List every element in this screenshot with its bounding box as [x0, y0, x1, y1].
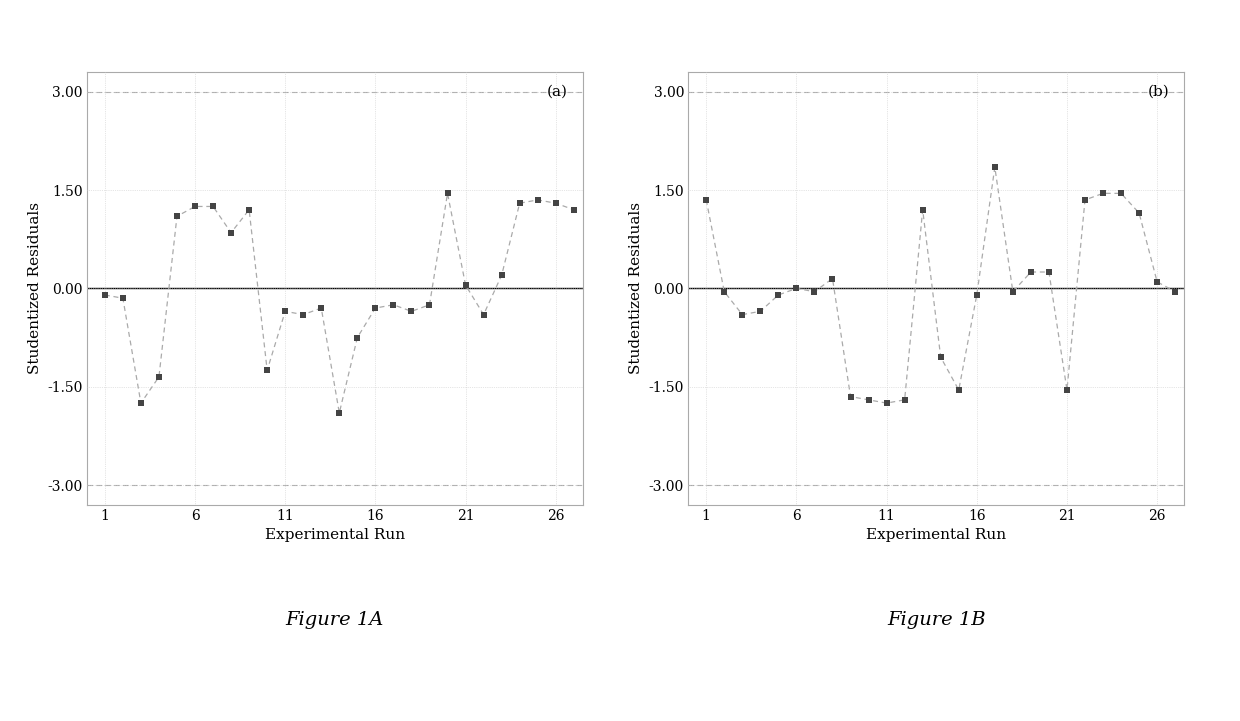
Point: [95, 289, 115, 301]
Point: [419, 299, 439, 311]
Point: [1003, 286, 1023, 298]
Point: [275, 306, 295, 317]
Point: [714, 286, 734, 298]
Text: (a): (a): [547, 85, 568, 99]
Point: [769, 289, 789, 301]
Point: [474, 309, 494, 320]
Point: [877, 397, 897, 409]
Point: [1111, 187, 1131, 199]
Point: [1147, 276, 1167, 288]
Point: [895, 394, 915, 406]
X-axis label: Experimental Run: Experimental Run: [866, 528, 1007, 542]
Point: [221, 227, 241, 239]
Point: [1056, 384, 1076, 396]
Point: [330, 407, 350, 419]
Point: [438, 187, 458, 199]
Point: [546, 198, 565, 209]
Point: [239, 204, 259, 216]
Point: [1130, 207, 1149, 218]
Point: [366, 302, 386, 314]
Point: [510, 198, 529, 209]
Point: [1021, 266, 1040, 278]
Point: [1166, 286, 1185, 298]
Point: [967, 289, 987, 301]
Point: [949, 384, 968, 396]
Point: [203, 200, 223, 212]
Point: [294, 309, 314, 320]
Point: [528, 194, 548, 205]
Point: [492, 270, 512, 281]
Point: [149, 371, 169, 383]
Y-axis label: Studentized Residuals: Studentized Residuals: [27, 203, 42, 374]
Point: [931, 351, 951, 363]
Point: [113, 293, 133, 304]
Point: [455, 279, 475, 291]
Point: [858, 394, 878, 406]
Point: [564, 204, 584, 216]
X-axis label: Experimental Run: Experimental Run: [264, 528, 405, 542]
Point: [402, 306, 422, 317]
Text: (b): (b): [1147, 85, 1169, 99]
Point: [841, 391, 861, 402]
Text: Figure 1A: Figure 1A: [285, 611, 384, 629]
Point: [913, 204, 932, 216]
Point: [1094, 187, 1114, 199]
Text: Figure 1B: Figure 1B: [887, 611, 986, 629]
Point: [131, 397, 151, 409]
Point: [347, 332, 367, 343]
Point: [257, 365, 277, 376]
Y-axis label: Studentized Residuals: Studentized Residuals: [629, 203, 644, 374]
Point: [383, 299, 403, 311]
Point: [733, 309, 753, 320]
Point: [697, 194, 717, 205]
Point: [1039, 266, 1059, 278]
Point: [185, 200, 205, 212]
Point: [750, 306, 770, 317]
Point: [985, 162, 1004, 173]
Point: [311, 302, 331, 314]
Point: [167, 211, 187, 222]
Point: [1075, 194, 1095, 205]
Point: [822, 273, 842, 284]
Point: [805, 286, 825, 298]
Point: [786, 283, 806, 294]
